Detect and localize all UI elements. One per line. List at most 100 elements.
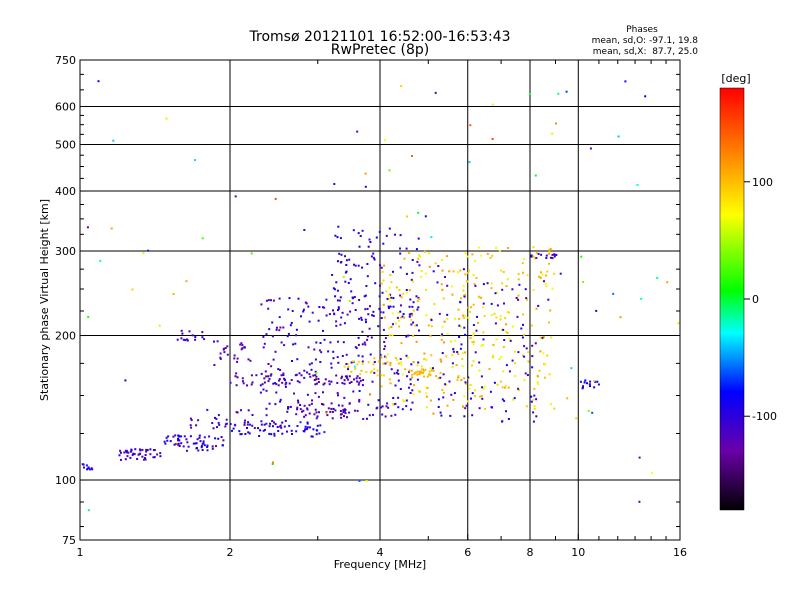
data-point bbox=[217, 421, 220, 424]
data-point bbox=[323, 338, 326, 341]
y-tick-label: 100 bbox=[55, 474, 76, 487]
data-point bbox=[367, 403, 370, 406]
data-point bbox=[490, 313, 493, 316]
data-point bbox=[279, 369, 282, 371]
data-point bbox=[378, 295, 381, 298]
data-point bbox=[554, 253, 556, 256]
data-point bbox=[409, 313, 412, 316]
data-point bbox=[358, 398, 361, 401]
data-point bbox=[526, 374, 529, 376]
data-point bbox=[486, 282, 489, 285]
data-point bbox=[99, 259, 102, 262]
data-point bbox=[532, 411, 535, 414]
y-tick-label: 200 bbox=[55, 330, 76, 343]
data-point bbox=[290, 321, 293, 324]
data-point bbox=[471, 414, 474, 417]
data-point bbox=[248, 423, 251, 426]
data-point bbox=[533, 387, 536, 390]
data-point bbox=[270, 365, 273, 368]
data-point bbox=[399, 316, 402, 319]
data-point bbox=[361, 343, 364, 346]
data-point bbox=[491, 103, 494, 106]
data-point bbox=[450, 393, 453, 396]
data-point bbox=[522, 354, 524, 357]
data-point bbox=[279, 398, 282, 401]
data-point bbox=[275, 328, 278, 331]
data-point bbox=[380, 317, 383, 319]
data-point bbox=[467, 376, 470, 379]
data-point bbox=[555, 122, 557, 125]
data-point bbox=[280, 426, 283, 429]
data-point bbox=[418, 298, 421, 300]
data-point bbox=[386, 298, 389, 300]
data-point bbox=[224, 423, 227, 426]
data-point bbox=[553, 407, 556, 410]
data-point bbox=[542, 352, 545, 355]
data-point bbox=[468, 387, 471, 390]
data-point bbox=[377, 325, 380, 328]
data-point bbox=[389, 305, 392, 308]
data-point bbox=[443, 341, 445, 344]
data-point bbox=[131, 288, 134, 291]
data-point bbox=[482, 387, 485, 390]
legend-heading: Phases bbox=[626, 25, 658, 35]
data-point bbox=[176, 338, 179, 341]
data-point bbox=[152, 456, 155, 459]
data-point bbox=[244, 433, 247, 435]
data-point bbox=[551, 257, 554, 260]
data-point bbox=[318, 306, 321, 308]
data-point bbox=[386, 361, 389, 363]
data-point bbox=[284, 419, 287, 422]
data-point bbox=[365, 321, 367, 324]
data-point bbox=[175, 442, 178, 445]
data-point bbox=[418, 390, 421, 393]
data-point bbox=[523, 258, 526, 261]
data-point bbox=[296, 380, 299, 383]
data-point bbox=[459, 325, 462, 328]
data-point bbox=[225, 418, 228, 421]
data-point bbox=[309, 375, 312, 378]
data-point bbox=[373, 371, 376, 374]
data-point bbox=[339, 261, 342, 264]
data-point bbox=[548, 262, 550, 265]
data-point bbox=[416, 378, 419, 381]
data-point bbox=[366, 263, 369, 265]
data-points bbox=[81, 80, 680, 512]
data-point bbox=[284, 379, 286, 382]
data-point bbox=[250, 252, 253, 255]
data-point bbox=[325, 314, 328, 317]
data-point bbox=[463, 415, 466, 418]
data-point bbox=[190, 426, 193, 429]
data-point bbox=[272, 358, 275, 361]
data-point bbox=[174, 434, 177, 437]
data-point bbox=[213, 364, 216, 366]
data-point bbox=[385, 405, 388, 408]
data-point bbox=[555, 253, 558, 256]
data-point bbox=[457, 271, 459, 274]
data-point bbox=[471, 253, 474, 256]
data-point bbox=[280, 341, 283, 344]
data-point bbox=[495, 338, 498, 341]
data-point bbox=[190, 419, 193, 422]
data-point bbox=[467, 272, 469, 275]
data-point bbox=[366, 275, 369, 278]
data-point bbox=[287, 332, 290, 335]
data-point bbox=[384, 345, 387, 348]
data-point bbox=[188, 330, 191, 333]
data-point bbox=[405, 291, 408, 294]
data-point bbox=[458, 317, 461, 320]
data-point bbox=[350, 370, 353, 373]
data-point bbox=[240, 342, 243, 345]
data-point bbox=[403, 400, 406, 403]
data-point bbox=[348, 402, 351, 405]
data-point bbox=[340, 416, 343, 419]
data-point bbox=[417, 237, 420, 240]
data-point bbox=[392, 270, 394, 273]
data-point bbox=[262, 346, 265, 349]
data-point bbox=[219, 356, 222, 359]
data-point bbox=[417, 257, 420, 260]
legend-line-o: mean, sd,O: -97.1, 19.8 bbox=[592, 36, 699, 46]
data-point bbox=[531, 344, 534, 347]
data-point bbox=[356, 363, 359, 366]
data-point bbox=[531, 324, 534, 327]
